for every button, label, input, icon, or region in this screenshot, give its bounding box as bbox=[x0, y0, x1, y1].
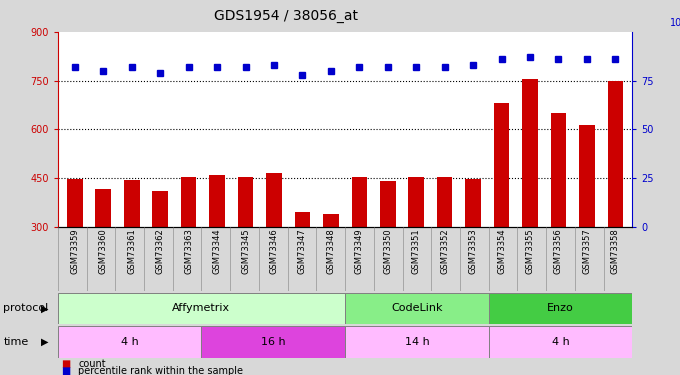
Bar bbox=[522, 79, 538, 227]
Bar bbox=[551, 113, 566, 227]
Text: Affymetrix: Affymetrix bbox=[173, 303, 231, 313]
Bar bbox=[181, 177, 197, 227]
Text: 16 h: 16 h bbox=[261, 337, 286, 347]
Bar bbox=[489, 292, 632, 324]
Bar bbox=[209, 175, 225, 227]
Text: protocol: protocol bbox=[3, 303, 49, 313]
Text: ▶: ▶ bbox=[41, 337, 49, 347]
Bar bbox=[345, 292, 489, 324]
Bar bbox=[201, 326, 345, 358]
Bar bbox=[67, 179, 83, 227]
Text: Enzo: Enzo bbox=[547, 303, 574, 313]
Bar bbox=[58, 326, 201, 358]
Bar bbox=[352, 177, 367, 227]
Text: GDS1954 / 38056_at: GDS1954 / 38056_at bbox=[214, 9, 358, 23]
Text: CodeLink: CodeLink bbox=[391, 303, 443, 313]
Bar bbox=[409, 177, 424, 227]
Bar bbox=[58, 292, 345, 324]
Text: ■: ■ bbox=[61, 366, 71, 375]
Text: 4 h: 4 h bbox=[551, 337, 569, 347]
Bar bbox=[579, 124, 595, 227]
Bar bbox=[437, 177, 452, 227]
Bar bbox=[152, 191, 168, 227]
Text: ▶: ▶ bbox=[41, 303, 49, 313]
Bar bbox=[124, 180, 139, 227]
Bar bbox=[345, 326, 489, 358]
Text: 100%: 100% bbox=[670, 18, 680, 28]
Text: 14 h: 14 h bbox=[405, 337, 429, 347]
Bar bbox=[380, 182, 396, 227]
Bar bbox=[607, 81, 623, 227]
Text: percentile rank within the sample: percentile rank within the sample bbox=[78, 366, 243, 375]
Bar bbox=[465, 179, 481, 227]
Bar bbox=[294, 212, 310, 227]
Text: ■: ■ bbox=[61, 358, 71, 369]
Bar bbox=[266, 173, 282, 227]
Bar bbox=[489, 326, 632, 358]
Text: 4 h: 4 h bbox=[121, 337, 139, 347]
Bar bbox=[323, 214, 339, 227]
Bar bbox=[95, 189, 111, 227]
Bar bbox=[238, 177, 254, 227]
Text: time: time bbox=[3, 337, 29, 347]
Text: count: count bbox=[78, 358, 106, 369]
Bar bbox=[494, 104, 509, 227]
